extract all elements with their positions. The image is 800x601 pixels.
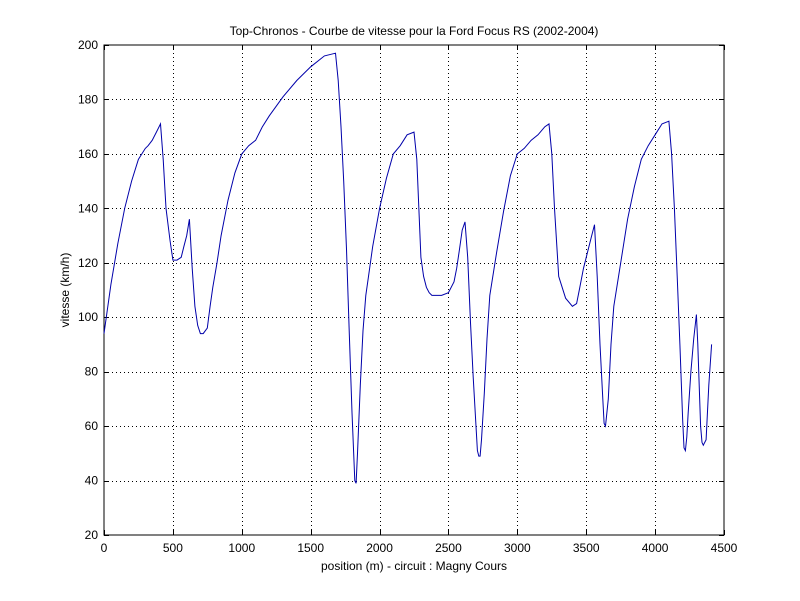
y-tick-label: 80 [85,365,99,379]
x-tick-label: 4000 [642,541,669,555]
x-tick-label: 500 [163,541,183,555]
chart-title: Top-Chronos - Courbe de vitesse pour la … [230,24,599,38]
speed-series-line [103,52,713,484]
y-tick-label: 140 [78,201,98,215]
y-tick-labels: 20 40 60 80 100 120 140 160 180 200 [78,38,98,542]
y-tick-label: 40 [85,474,99,488]
x-tick-label: 2000 [366,541,393,555]
x-axis-label: position (m) - circuit : Magny Cours [321,559,507,573]
y-tick-label: 120 [78,256,98,270]
x-tick-label: 1500 [297,541,324,555]
x-tick-label: 2500 [435,541,462,555]
plot-frame [103,44,725,536]
grid-lines [104,45,724,535]
y-tick-label: 100 [78,310,98,324]
x-tick-label: 4500 [711,541,738,555]
y-tick-label: 200 [78,38,98,52]
x-tick-label: 0 [101,541,108,555]
axis-ticks [104,45,725,536]
y-tick-label: 60 [85,419,99,433]
x-tick-labels: 0 500 1000 1500 2000 2500 3000 3500 4000 4500 [101,541,738,555]
x-tick-label: 1000 [228,541,255,555]
x-tick-label: 3000 [504,541,531,555]
x-tick-label: 3500 [573,541,600,555]
y-tick-label: 160 [78,147,98,161]
y-tick-label: 20 [85,528,99,542]
y-axis-label: vitesse (km/h) [58,253,72,328]
y-tick-label: 180 [78,92,98,106]
